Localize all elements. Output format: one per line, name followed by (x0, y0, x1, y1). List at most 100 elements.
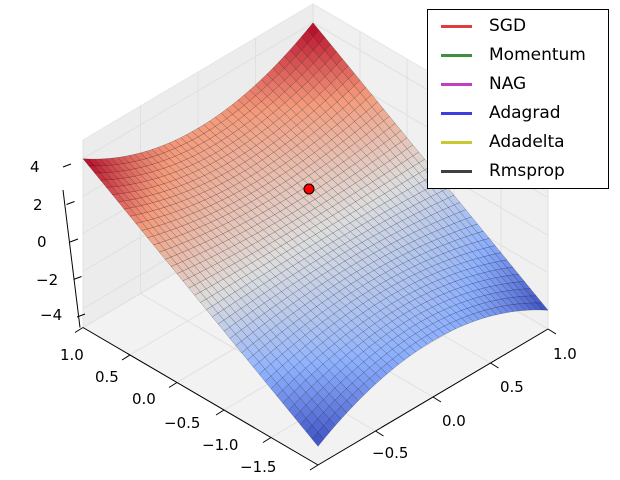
surface-patch (122, 155, 136, 163)
surface-patch (117, 200, 131, 210)
surface-patch (264, 352, 277, 365)
surface-patch (442, 242, 456, 252)
surface-patch (298, 249, 311, 260)
surface-patch (99, 158, 113, 166)
surface-patch (368, 287, 381, 297)
surface-patch (432, 328, 445, 338)
surface-patch (472, 311, 486, 320)
surface-patch (367, 252, 380, 263)
surface-patch (264, 340, 277, 353)
surface-patch (442, 197, 455, 208)
legend-line (441, 170, 472, 173)
surface-patch (415, 338, 428, 349)
surface-patch (408, 290, 422, 300)
surface-patch (495, 268, 508, 277)
surface-patch (380, 353, 393, 364)
surface-patch (88, 165, 101, 174)
legend-item-sgd: SGD (428, 12, 608, 41)
legend-label: SGD (489, 16, 527, 36)
surface-patch (280, 260, 294, 270)
surface-patch (397, 313, 410, 324)
surface-patch (436, 227, 450, 237)
surface-patch (466, 306, 480, 315)
surface-patch (375, 368, 388, 380)
surface-patch (117, 163, 130, 172)
surface-patch (123, 169, 136, 178)
surface-patch (317, 425, 330, 440)
surface-patch (454, 255, 467, 264)
surface-patch (241, 347, 254, 361)
x-tick (309, 464, 319, 471)
surface-patch (170, 263, 184, 274)
surface-patch (460, 236, 473, 246)
surface-patch (211, 282, 224, 293)
surface-patch (211, 312, 225, 325)
surface-patch (495, 298, 509, 307)
legend-item-rmsprop: Rmsprop (428, 157, 608, 186)
legend-label: Adadelta (489, 132, 565, 152)
surface-patch (338, 269, 352, 279)
surface-patch (506, 266, 520, 276)
surface-patch (495, 276, 508, 285)
surface-patch (436, 218, 449, 229)
surface-patch (430, 203, 443, 213)
surface-patch (362, 264, 375, 274)
x-tick (74, 327, 84, 333)
surface-patch (209, 135, 222, 145)
surface-patch (453, 211, 467, 222)
z-tick (69, 238, 79, 243)
surface-patch (310, 326, 323, 337)
surface-patch (275, 331, 289, 344)
x-tick-label: −1.0 (202, 436, 238, 454)
surface-patch (333, 281, 346, 292)
z-tick (73, 276, 82, 280)
surface-patch (420, 276, 433, 286)
surface-patch (235, 308, 248, 320)
surface-patch (489, 285, 503, 294)
surface-patch (228, 263, 241, 273)
surface-patch (419, 226, 432, 236)
surface-patch (321, 298, 335, 309)
surface-patch (263, 298, 277, 310)
surface-patch (164, 256, 178, 267)
surface-patch (397, 322, 410, 333)
x-tick (215, 409, 225, 416)
surface (82, 22, 549, 447)
surface-patch (438, 317, 451, 327)
surface-patch (455, 286, 468, 296)
surface-patch (461, 315, 474, 324)
surface-patch (351, 325, 364, 337)
surface-patch (188, 265, 201, 276)
surface-patch (216, 251, 230, 261)
y-tick (547, 328, 557, 335)
z-tick-label: 2 (33, 196, 43, 214)
surface-patch (346, 394, 359, 408)
surface-patch (281, 297, 294, 308)
surface-patch (426, 306, 439, 316)
surface-patch (105, 172, 119, 180)
surface-patch (287, 355, 301, 368)
surface-patch (483, 246, 496, 256)
surface-patch (194, 291, 207, 303)
surface-patch (205, 275, 218, 286)
legend-line (441, 25, 472, 28)
surface-patch (379, 263, 392, 273)
surface-patch (483, 286, 497, 295)
surface-patch (311, 431, 325, 447)
surface-patch (303, 255, 317, 265)
surface-patch (495, 260, 508, 270)
surface-patch (471, 232, 484, 242)
surface-patch (234, 259, 247, 270)
current-position-marker (303, 183, 315, 195)
surface-patch (419, 217, 432, 228)
axes (62, 163, 557, 471)
surface-patch (352, 388, 365, 402)
surface-patch (448, 214, 461, 224)
y-tick-label: 0.5 (500, 378, 524, 396)
z-tick-label: 4 (30, 158, 40, 176)
x-tick (262, 437, 272, 443)
z-axis-line (62, 189, 81, 328)
surface-patch (466, 275, 479, 284)
surface-patch (322, 348, 335, 360)
surface-patch (460, 253, 473, 262)
